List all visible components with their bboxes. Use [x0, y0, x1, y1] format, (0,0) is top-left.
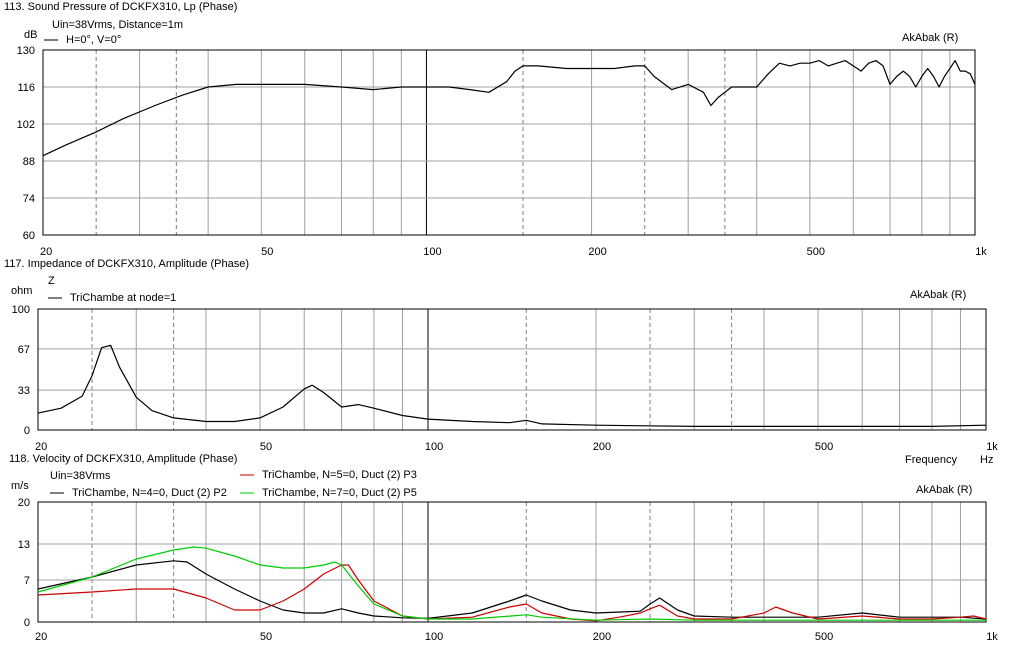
y-tick-label: 7	[24, 575, 30, 587]
panel-impedance-title: 117. Impedance of DCKFX310, Amplitude (P…	[4, 258, 249, 270]
y-tick-label: 0	[24, 617, 30, 629]
panel-spl-watermark: AkAbak (R)	[902, 32, 958, 44]
y-tick-label: 0	[24, 425, 30, 437]
x-tick-label: 50	[260, 441, 272, 453]
panel-velocity-watermark: AkAbak (R)	[916, 484, 972, 496]
x-tick-label: 500	[815, 631, 833, 643]
y-tick-label: 100	[12, 304, 30, 316]
series-line	[37, 344, 987, 427]
panel-impedance-ylabel: ohm	[11, 285, 32, 297]
series-line	[37, 560, 987, 620]
y-tick-label: 60	[23, 230, 35, 242]
y-tick-label: 74	[23, 193, 35, 205]
x-tick-label: 20	[40, 246, 52, 258]
series-line	[42, 59, 976, 157]
panel-velocity: 118. Velocity of DCKFX310, Amplitude (Ph…	[9, 453, 998, 643]
panel-velocity-xlabel: Frequency	[905, 454, 957, 466]
y-tick-label: 116	[17, 82, 35, 94]
y-tick-label: 88	[23, 156, 35, 168]
panel-velocity-xunit: Hz	[980, 454, 993, 466]
x-tick-label: 500	[807, 246, 825, 258]
plot-frame	[37, 308, 987, 431]
legend-label: TriChambe at node=1	[70, 292, 176, 304]
x-tick-label: 20	[35, 441, 47, 453]
x-tick-label: 100	[423, 246, 441, 258]
legend-label: TriChambe, N=7=0, Duct (2) P5	[262, 487, 417, 499]
panel-velocity-subtitle: Uin=38Vrms	[50, 470, 111, 482]
panel-spl-ylabel: dB	[24, 29, 37, 41]
x-tick-label: 100	[425, 441, 443, 453]
y-tick-label: 130	[17, 45, 35, 57]
x-tick-label: 1k	[986, 631, 998, 643]
x-tick-label: 50	[260, 631, 272, 643]
panel-impedance-watermark: AkAbak (R)	[910, 289, 966, 301]
panel-spl: 113. Sound Pressure of DCKFX310, Lp (Pha…	[4, 1, 987, 258]
x-tick-label: 20	[35, 631, 47, 643]
panel-impedance-subtitle: Z	[48, 275, 55, 287]
x-tick-label: 200	[588, 246, 606, 258]
legend-label: TriChambe, N=5=0, Duct (2) P3	[262, 469, 417, 481]
x-tick-label: 500	[815, 441, 833, 453]
plot-frame	[42, 49, 976, 236]
panel-velocity-ylabel: m/s	[11, 480, 29, 492]
y-tick-label: 20	[18, 497, 30, 509]
panel-impedance: 117. Impedance of DCKFX310, Amplitude (P…	[4, 258, 998, 453]
y-tick-label: 67	[18, 344, 30, 356]
panel-velocity-title: 118. Velocity of DCKFX310, Amplitude (Ph…	[9, 453, 237, 465]
y-tick-label: 13	[18, 539, 30, 551]
x-tick-label: 100	[425, 631, 443, 643]
panel-spl-title: 113. Sound Pressure of DCKFX310, Lp (Pha…	[4, 1, 237, 13]
legend-label: TriChambe, N=4=0, Duct (2) P2	[72, 487, 227, 499]
x-tick-label: 1k	[986, 441, 998, 453]
panel-spl-subtitle: Uin=38Vrms, Distance=1m	[52, 19, 183, 31]
x-tick-label: 1k	[975, 246, 987, 258]
series-line	[37, 546, 986, 621]
series-line	[37, 564, 987, 622]
x-tick-label: 200	[593, 441, 611, 453]
y-tick-label: 102	[17, 119, 35, 131]
legend-label: H=0°, V=0°	[66, 34, 121, 46]
x-tick-label: 50	[261, 246, 273, 258]
y-tick-label: 33	[18, 385, 30, 397]
x-tick-label: 200	[593, 631, 611, 643]
plot-frame	[37, 501, 987, 623]
